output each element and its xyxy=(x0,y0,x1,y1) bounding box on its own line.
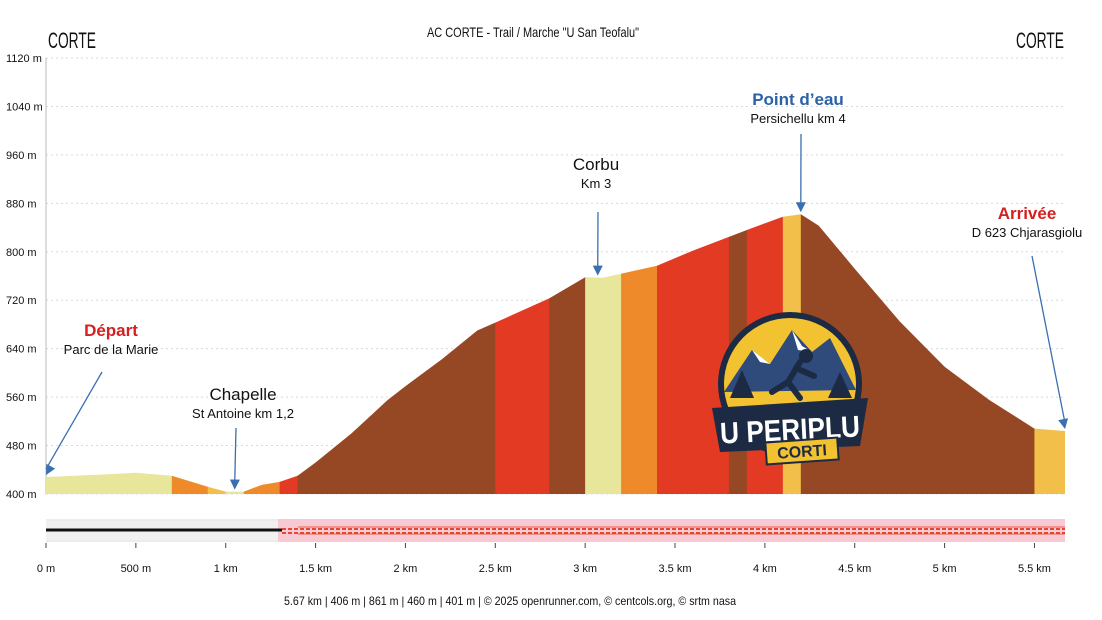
x-tick-label: 3 km xyxy=(573,563,597,575)
x-tick-label: 4 km xyxy=(753,563,777,575)
y-tick-label: 640 m xyxy=(6,344,37,356)
grid xyxy=(45,57,1065,495)
x-tick-label: 1.5 km xyxy=(299,563,332,575)
annotations: Départ Parc de la Marie Chapelle St Antoine… xyxy=(45,90,1083,490)
y-tick-label: 800 m xyxy=(6,247,37,259)
x-tick-label: 5.5 km xyxy=(1018,563,1051,575)
y-axis: 400 m 480 m 560 m 640 m 720 m 800 m 880 m 960 m… xyxy=(6,53,43,501)
y-tick-label: 480 m xyxy=(6,441,37,453)
y-tick-label: 400 m xyxy=(6,489,37,501)
end-label: CORTE xyxy=(1016,28,1064,53)
arrow-head-icon xyxy=(1058,418,1069,430)
annotation-subtitle: St Antoine km 1,2 xyxy=(192,406,294,421)
x-axis: 0 m 500 m 1 km 1.5 km 2 km 2.5 km 3 km 3.5 km 4 … xyxy=(37,543,1051,575)
profile-segment xyxy=(243,214,281,494)
x-tick-label: 3.5 km xyxy=(659,563,692,575)
y-tick-label: 1040 m xyxy=(6,101,43,113)
y-tick-label: 1120 m xyxy=(6,53,42,65)
profile-segment xyxy=(207,214,227,494)
runner-head-icon xyxy=(799,349,813,363)
annotation-subtitle: Persichellu km 4 xyxy=(750,111,845,126)
track-overview-strip xyxy=(46,519,1065,542)
profile-segment xyxy=(1034,214,1065,494)
profile-segment xyxy=(549,214,586,494)
x-tick-label: 2.5 km xyxy=(479,563,512,575)
arrow-head-icon xyxy=(795,202,806,213)
start-label: CORTE xyxy=(48,28,96,53)
annotation-title: Arrivée xyxy=(998,204,1057,223)
y-tick-label: 880 m xyxy=(6,198,37,210)
y-tick-label: 960 m xyxy=(6,150,37,162)
annotation-subtitle: Parc de la Marie xyxy=(64,342,159,357)
profile-segment xyxy=(657,214,730,494)
logo-tag xyxy=(764,436,840,466)
profile-area xyxy=(46,214,1065,494)
annotation-title: Chapelle xyxy=(209,385,276,404)
profile-segment xyxy=(585,214,622,494)
chart-title: AC CORTE - Trail / Marche "U San Teofalu… xyxy=(427,24,639,40)
tree-icon xyxy=(730,370,852,398)
x-tick-label: 1 km xyxy=(214,563,238,575)
y-tick-label: 560 m xyxy=(6,392,37,404)
mountain-icon xyxy=(724,330,856,392)
annotation-arrow xyxy=(234,427,237,484)
annotation-title: Corbu xyxy=(573,155,619,174)
runner-icon xyxy=(769,359,817,401)
annotation-arrow xyxy=(45,371,103,470)
y-tick-label: 720 m xyxy=(6,295,37,307)
logo-subtext: CORTI xyxy=(777,442,828,462)
profile-segment xyxy=(621,214,658,494)
profile-segment xyxy=(46,214,173,494)
profile-segment xyxy=(171,214,209,494)
annotation-title: Départ xyxy=(84,321,138,340)
profile-segment xyxy=(495,214,550,494)
profile-segment xyxy=(225,214,245,494)
x-tick-label: 2 km xyxy=(394,563,418,575)
x-tick-label: 500 m xyxy=(121,563,152,575)
annotation-title: Point d’eau xyxy=(752,90,844,109)
arrow-head-icon xyxy=(229,479,240,490)
annotation-subtitle: D 623 Chjarasgiolu xyxy=(972,225,1083,240)
x-tick-label: 0 m xyxy=(37,563,55,575)
arrow-head-icon xyxy=(592,265,603,276)
x-tick-label: 4.5 km xyxy=(838,563,871,575)
profile-segment xyxy=(279,214,299,494)
profile-segment xyxy=(297,214,496,494)
x-tick-label: 5 km xyxy=(933,563,957,575)
stats-footer: 5.67 km | 406 m | 861 m | 460 m | 401 m … xyxy=(284,594,736,608)
arrow-head-icon xyxy=(46,463,56,476)
annotation-arrow xyxy=(1031,255,1066,424)
annotation-subtitle: Km 3 xyxy=(581,176,611,191)
snow-cap-icon xyxy=(752,330,812,364)
